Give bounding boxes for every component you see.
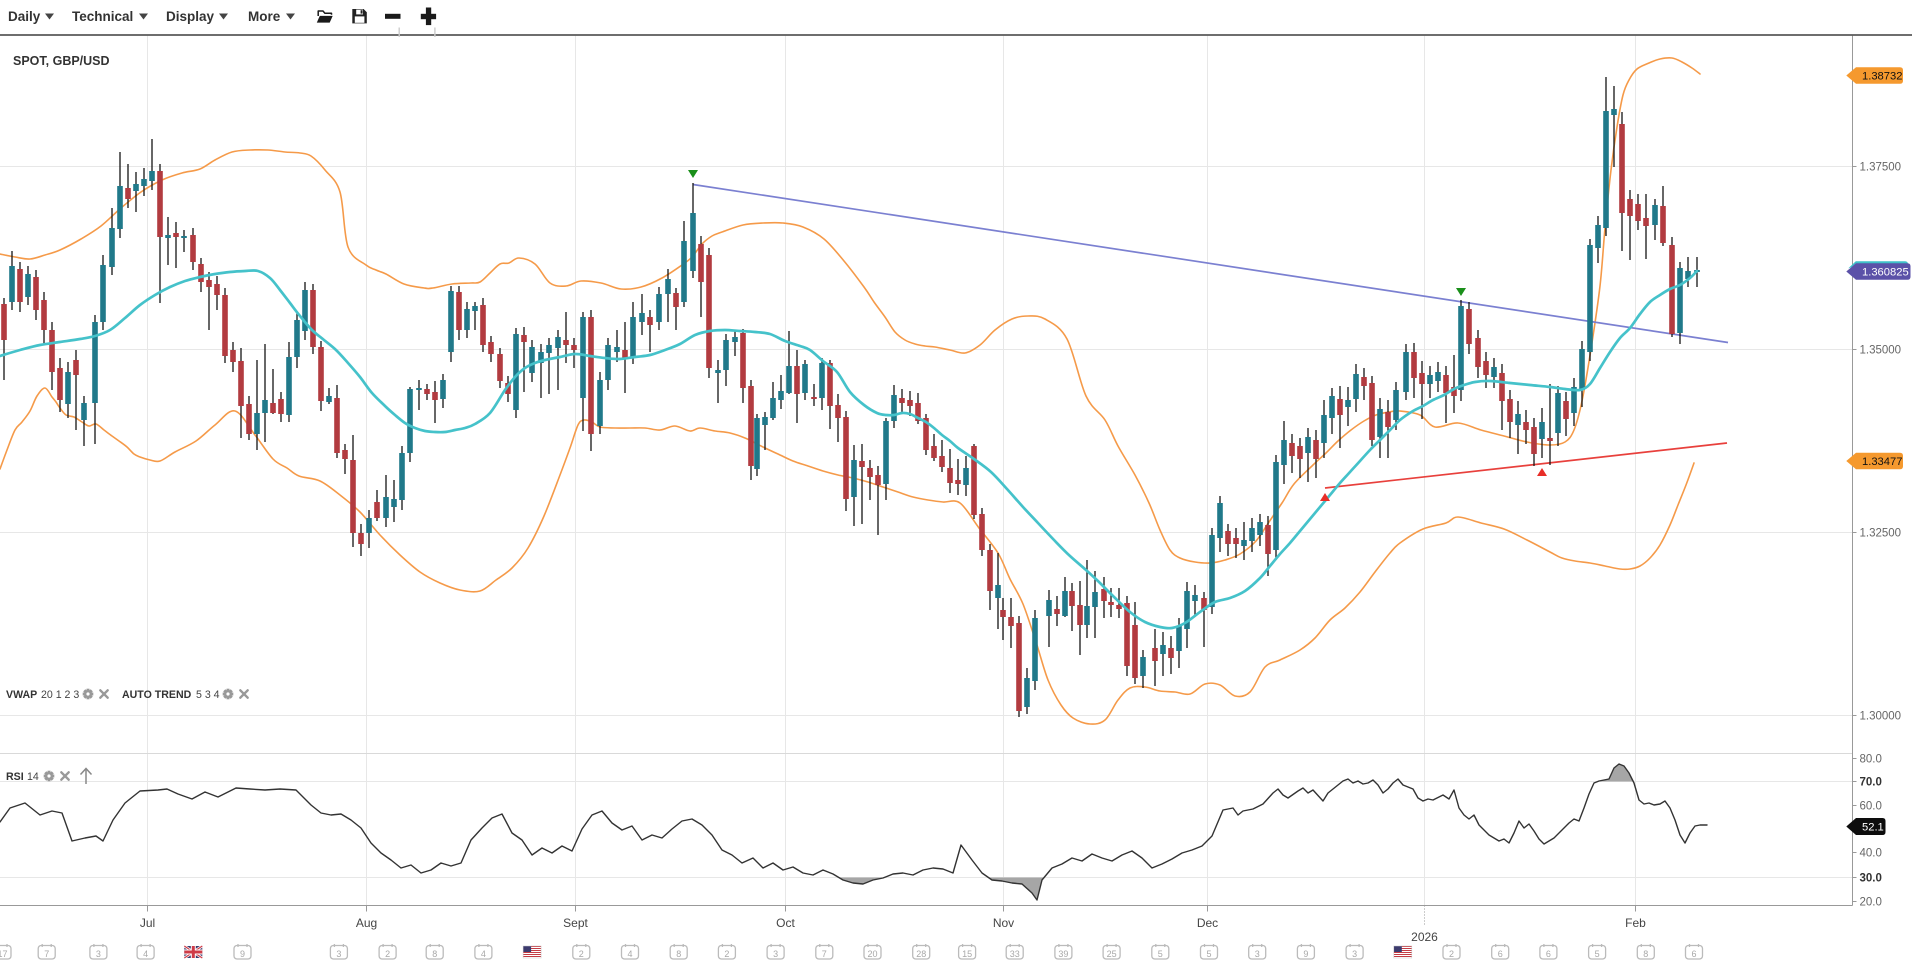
svg-text:4: 4 — [627, 949, 632, 959]
svg-text:1.38732: 1.38732 — [1862, 71, 1902, 83]
svg-text:5: 5 — [1158, 949, 1163, 959]
svg-text:5: 5 — [1595, 949, 1600, 959]
svg-text:2: 2 — [724, 949, 729, 959]
svg-text:15: 15 — [962, 949, 972, 959]
svg-text:Display: Display — [166, 9, 215, 24]
svg-text:More: More — [248, 9, 281, 24]
svg-text:28: 28 — [916, 949, 926, 959]
svg-text:30.0: 30.0 — [1860, 873, 1882, 885]
svg-text:VWAP: VWAP — [6, 689, 37, 701]
svg-text:9: 9 — [240, 949, 245, 959]
svg-text:14: 14 — [27, 771, 39, 783]
svg-text:8: 8 — [432, 949, 437, 959]
svg-text:1.33477: 1.33477 — [1862, 456, 1902, 468]
svg-text:8: 8 — [676, 949, 681, 959]
svg-text:7: 7 — [44, 949, 49, 959]
svg-text:Nov: Nov — [993, 916, 1014, 930]
svg-text:RSI: RSI — [6, 771, 24, 783]
svg-text:7: 7 — [822, 949, 827, 959]
svg-text:Sept: Sept — [563, 916, 588, 930]
svg-text:5 3 4: 5 3 4 — [196, 689, 220, 701]
svg-text:20.0: 20.0 — [1860, 897, 1882, 909]
svg-text:3: 3 — [96, 949, 101, 959]
svg-text:4: 4 — [143, 949, 148, 959]
svg-text:1.30000: 1.30000 — [1860, 711, 1902, 723]
svg-text:Aug: Aug — [356, 916, 377, 930]
svg-text:SPOT, GBP/USD: SPOT, GBP/USD — [13, 54, 110, 68]
svg-text:6: 6 — [1498, 949, 1503, 959]
svg-text:40.0: 40.0 — [1860, 848, 1882, 860]
svg-text:6: 6 — [1546, 949, 1551, 959]
svg-text:2: 2 — [385, 949, 390, 959]
svg-text:52.1: 52.1 — [1862, 822, 1884, 834]
svg-text:20 1 2 3: 20 1 2 3 — [41, 689, 79, 701]
svg-text:1.360825: 1.360825 — [1862, 267, 1909, 279]
svg-text:60.0: 60.0 — [1860, 801, 1882, 813]
svg-text:1.35000: 1.35000 — [1860, 345, 1902, 357]
svg-text:Technical: Technical — [72, 9, 133, 24]
svg-text:3: 3 — [336, 949, 341, 959]
svg-text:1.37500: 1.37500 — [1860, 162, 1902, 174]
svg-text:2026: 2026 — [1411, 930, 1438, 944]
svg-text:1.32500: 1.32500 — [1860, 528, 1902, 540]
svg-text:25: 25 — [1107, 949, 1117, 959]
svg-text:17: 17 — [0, 949, 8, 959]
svg-text:8: 8 — [1643, 949, 1648, 959]
svg-text:3: 3 — [1352, 949, 1357, 959]
svg-text:9: 9 — [1303, 949, 1308, 959]
svg-text:70.0: 70.0 — [1860, 777, 1882, 789]
svg-text:4: 4 — [481, 949, 486, 959]
svg-text:Jul: Jul — [140, 916, 155, 930]
svg-text:Daily: Daily — [8, 9, 41, 24]
svg-text:5: 5 — [1206, 949, 1211, 959]
svg-text:6: 6 — [1691, 949, 1696, 959]
svg-text:Feb: Feb — [1625, 916, 1646, 930]
svg-text:3: 3 — [1255, 949, 1260, 959]
svg-text:AUTO TREND: AUTO TREND — [122, 689, 192, 701]
svg-text:2: 2 — [579, 949, 584, 959]
svg-text:20: 20 — [867, 949, 877, 959]
svg-text:Dec: Dec — [1197, 916, 1218, 930]
svg-text:80.0: 80.0 — [1860, 754, 1882, 766]
svg-text:39: 39 — [1058, 949, 1068, 959]
svg-text:33: 33 — [1010, 949, 1020, 959]
svg-text:Oct: Oct — [776, 916, 795, 930]
svg-text:3: 3 — [773, 949, 778, 959]
svg-text:2: 2 — [1449, 949, 1454, 959]
